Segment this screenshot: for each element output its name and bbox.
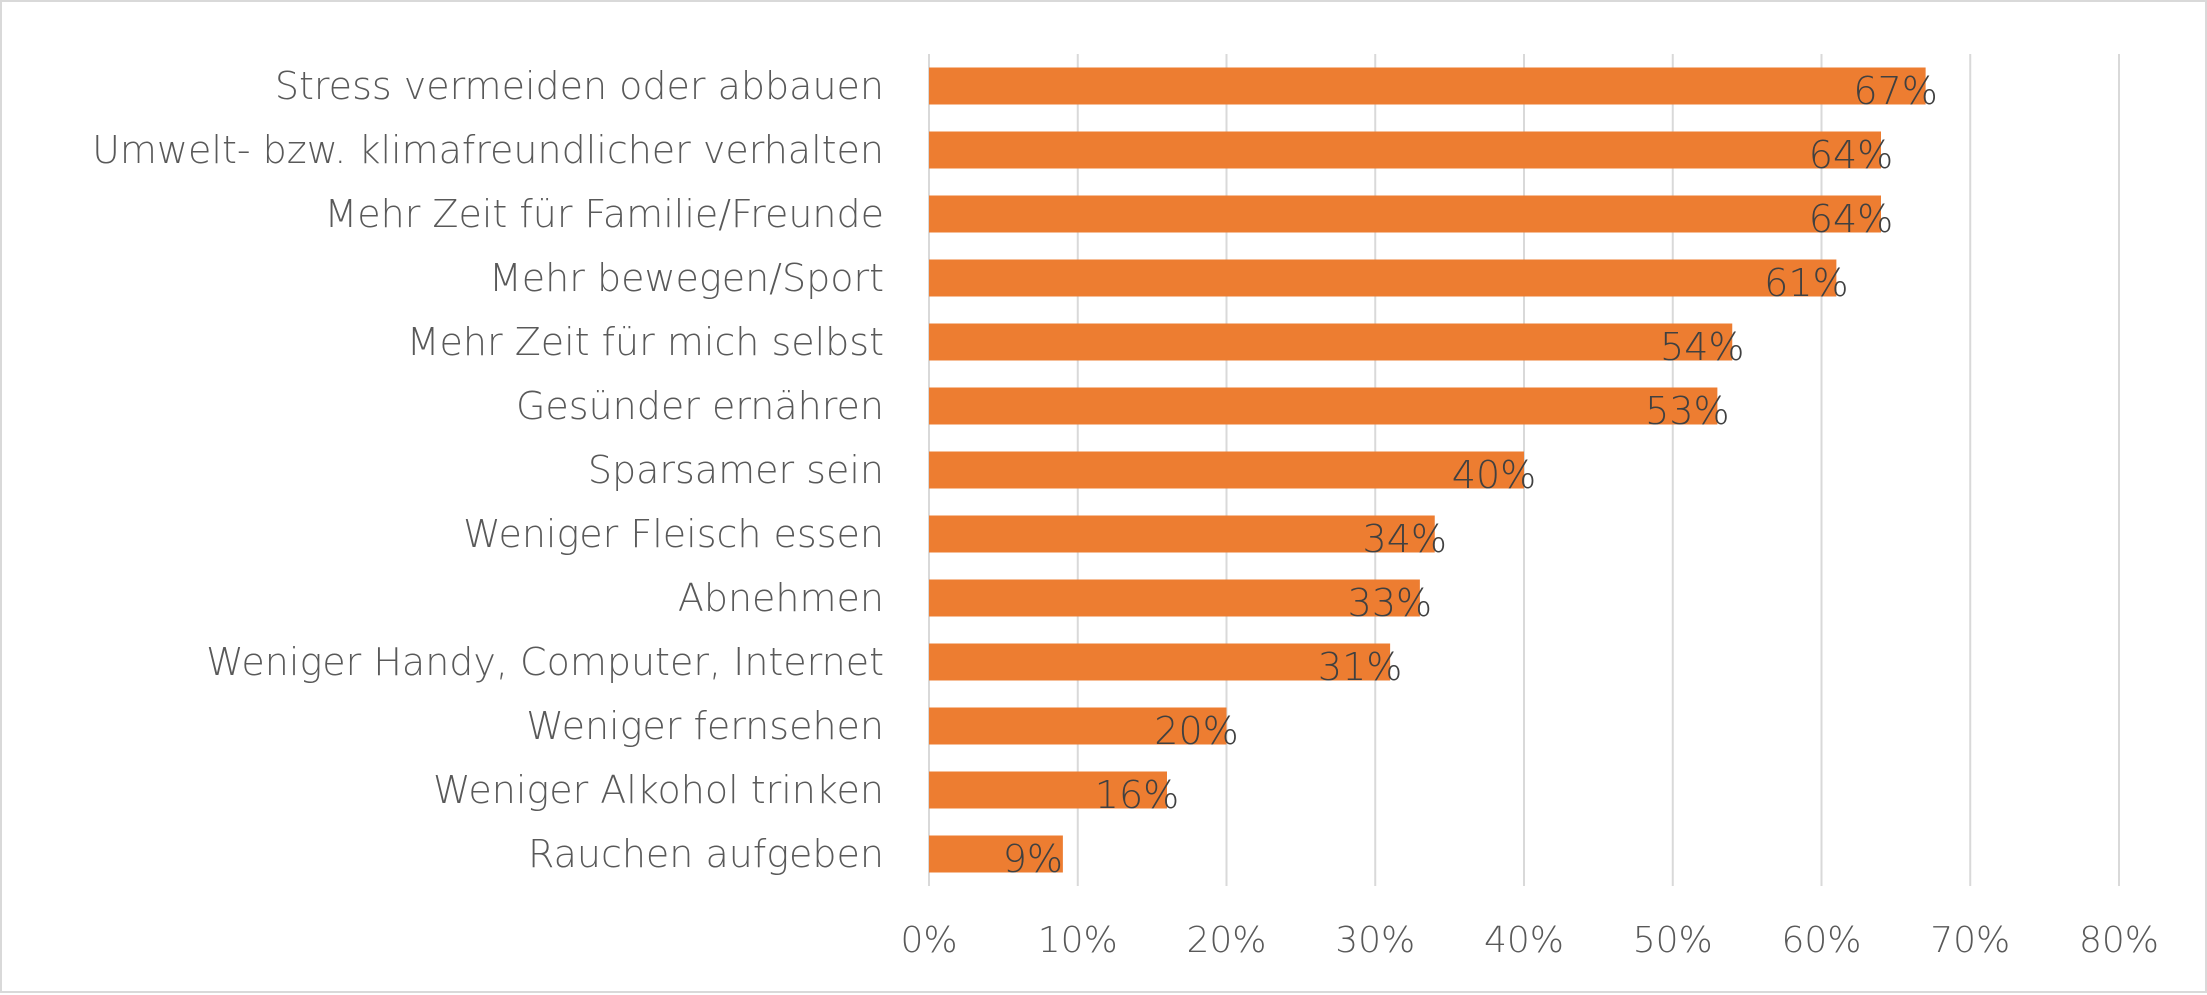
bar — [929, 451, 1524, 489]
bar — [929, 195, 1881, 233]
x-tick-label: 50% — [1633, 920, 1713, 961]
category-label: Weniger Fleisch essen — [463, 512, 884, 556]
data-label: 34% — [1363, 517, 1447, 561]
x-tick-label: 70% — [1930, 920, 2010, 961]
x-tick-label: 60% — [1781, 920, 1861, 961]
category-label: Mehr Zeit für mich selbst — [407, 320, 884, 364]
bar — [929, 835, 1063, 873]
data-label: 31% — [1318, 645, 1402, 689]
category-label: Abnehmen — [678, 576, 884, 620]
data-label: 40% — [1452, 453, 1536, 497]
bar — [929, 771, 1167, 809]
data-label: 61% — [1764, 261, 1848, 305]
x-axis-tick-labels: 0% 10% 20% 30% 40% 50% 60% 70% 80% — [900, 920, 2159, 961]
data-label: 64% — [1809, 197, 1893, 241]
x-tick-label: 30% — [1335, 920, 1415, 961]
x-tick-label: 40% — [1484, 920, 1564, 961]
data-label: 16% — [1095, 773, 1179, 817]
bar — [929, 387, 1718, 425]
x-tick-label: 20% — [1186, 920, 1266, 961]
x-tick-label: 0% — [900, 920, 957, 961]
category-label: Mehr Zeit für Familie/Freunde — [324, 192, 884, 236]
data-label: 33% — [1348, 581, 1432, 625]
data-label: 64% — [1809, 133, 1893, 177]
data-label: 9% — [1003, 837, 1063, 881]
category-label: Gesünder ernähren — [516, 384, 884, 428]
data-label: 54% — [1660, 325, 1744, 369]
category-label: Umwelt- bzw. klimafreundlicher verhalten — [92, 128, 884, 172]
data-label: 53% — [1645, 389, 1729, 433]
category-label: Weniger Handy, Computer, Internet — [206, 640, 884, 684]
data-label: 67% — [1853, 69, 1937, 113]
data-labels: 67% 64% 64% 61% 54% 53% 40%34% 33% 31% 20% 16% 9% — [1003, 69, 1938, 881]
bar — [929, 67, 1926, 105]
category-label: Weniger fernsehen — [526, 704, 884, 748]
category-label: Mehr bewegen/Sport — [489, 256, 884, 300]
category-label: Weniger Alkohol trinken — [433, 768, 884, 812]
bar — [929, 643, 1391, 681]
category-label: Rauchen aufgeben — [528, 832, 884, 876]
bar — [929, 131, 1881, 169]
x-tick-label: 10% — [1038, 920, 1118, 961]
bar — [929, 707, 1227, 745]
data-label: 20% — [1154, 709, 1238, 753]
category-label: Stress vermeiden oder abbauen — [275, 64, 884, 108]
bar — [929, 259, 1837, 297]
bar — [929, 579, 1420, 617]
x-tick-label: 80% — [2079, 920, 2159, 961]
bars — [929, 67, 1926, 873]
bar — [929, 515, 1435, 553]
category-labels: Stress vermeiden oder abbauen Umwelt- bzw… — [92, 64, 884, 876]
bar — [929, 323, 1733, 361]
category-label: Sparsamer sein — [588, 448, 884, 492]
